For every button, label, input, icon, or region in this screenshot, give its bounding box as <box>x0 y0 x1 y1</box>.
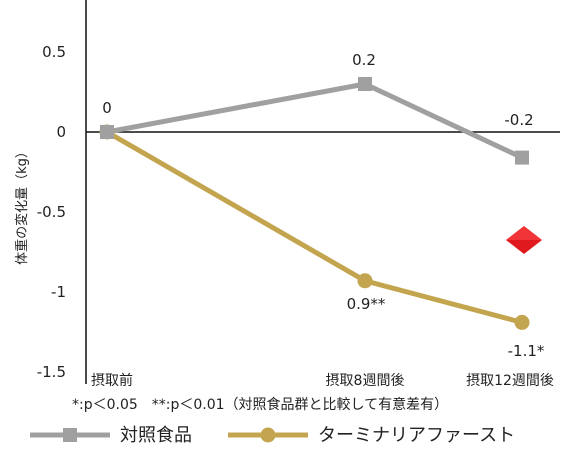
data-point-square <box>358 77 372 91</box>
x-category-label: 摂取12週間後 <box>466 373 554 389</box>
series-markers <box>99 77 530 330</box>
data-label: 0.2 <box>352 51 376 69</box>
legend-label-terminalia: ターミナリアファースト <box>318 425 515 446</box>
series-line-1 <box>105 129 523 325</box>
legend-marker-circle <box>260 427 276 443</box>
data-point-circle <box>357 273 373 289</box>
y-tick-label: -0.5 <box>37 203 66 221</box>
red-diamond-highlight <box>506 226 542 240</box>
chart-legend: 対照食品 ターミナリアファースト <box>30 425 515 446</box>
y-tick-labels: 0.5 0 -0.5 -1 -1.5 <box>37 43 66 381</box>
data-label: -0.2 <box>504 111 533 129</box>
y-tick-label: -1.5 <box>37 363 66 381</box>
data-point-circle <box>514 314 530 330</box>
y-axis-label: 体重の変化量（kg） <box>14 145 30 265</box>
series-lines <box>105 81 524 325</box>
data-point-square <box>100 125 114 139</box>
series-line-0 <box>106 81 524 160</box>
significance-footnote: *:p＜0.05 **:p＜0.01（対照食品群と比較して有意差有） <box>72 396 448 413</box>
data-label: 0 <box>102 99 112 117</box>
y-tick-label: 0 <box>56 123 66 141</box>
chart-axes <box>85 0 560 384</box>
y-tick-label: 0.5 <box>42 43 66 61</box>
x-category-label: 摂取8週間後 <box>326 373 405 389</box>
y-tick-label: -1 <box>51 283 66 301</box>
data-label: 0.9** <box>347 295 386 313</box>
legend-label-control: 対照食品 <box>120 425 192 446</box>
legend-marker-square <box>63 428 77 442</box>
data-point-square <box>515 150 529 165</box>
data-labels: 0 0.2 -0.2 0.9** -1.1* <box>102 51 545 360</box>
data-label: -1.1* <box>508 342 545 360</box>
x-category-label: 摂取前 <box>91 372 133 389</box>
red-diamond-icon <box>506 226 542 254</box>
x-category-labels: 摂取前 摂取8週間後 摂取12週間後 <box>91 372 554 389</box>
